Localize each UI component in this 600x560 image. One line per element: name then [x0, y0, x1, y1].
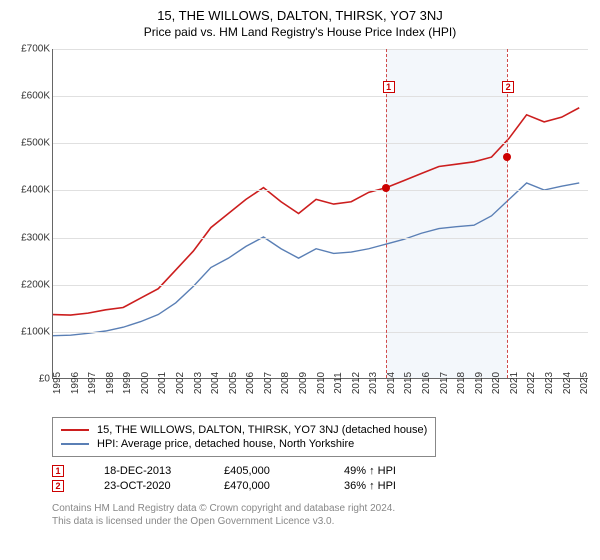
chart-container: 15, THE WILLOWS, DALTON, THIRSK, YO7 3NJ…	[0, 0, 600, 560]
x-tick-label: 2022	[526, 372, 537, 394]
x-tick-label: 2008	[280, 372, 291, 394]
x-tick-label: 2000	[140, 372, 151, 394]
x-tick-label: 2016	[421, 372, 432, 394]
x-tick-label: 2015	[403, 372, 414, 394]
legend-text: 15, THE WILLOWS, DALTON, THIRSK, YO7 3NJ…	[97, 424, 427, 436]
x-axis: 1995199619971998199920002001200220032004…	[52, 381, 588, 421]
x-tick-label: 2017	[439, 372, 450, 394]
y-tick-label: £400K	[21, 185, 50, 196]
series-hpi	[53, 183, 579, 336]
x-tick-label: 2004	[210, 372, 221, 394]
footer-line1: Contains HM Land Registry data © Crown c…	[52, 502, 588, 515]
x-tick-label: 2020	[491, 372, 502, 394]
x-tick-label: 2006	[245, 372, 256, 394]
x-tick-label: 1995	[52, 372, 63, 394]
x-tick-label: 2014	[386, 372, 397, 394]
transaction-marker: 1	[52, 465, 64, 477]
transaction-price: £405,000	[224, 465, 304, 477]
x-tick-label: 2001	[157, 372, 168, 394]
x-tick-label: 2019	[474, 372, 485, 394]
legend-row: HPI: Average price, detached house, Nort…	[61, 438, 427, 450]
chart-dot	[382, 184, 390, 192]
y-tick-label: £200K	[21, 279, 50, 290]
gridline	[53, 190, 588, 191]
x-tick-label: 2013	[368, 372, 379, 394]
legend-box: 15, THE WILLOWS, DALTON, THIRSK, YO7 3NJ…	[52, 417, 436, 457]
region-dash	[507, 49, 508, 378]
line-svg	[53, 49, 588, 378]
x-tick-label: 2024	[562, 372, 573, 394]
x-tick-label: 2005	[228, 372, 239, 394]
transaction-pct: 36% ↑ HPI	[344, 480, 424, 492]
chart-area: £0£100K£200K£300K£400K£500K£600K£700K 12…	[12, 49, 588, 409]
x-tick-label: 2002	[175, 372, 186, 394]
gridline	[53, 49, 588, 50]
y-tick-label: £300K	[21, 232, 50, 243]
region-dash	[386, 49, 387, 378]
transaction-table: 1 18-DEC-2013 £405,000 49% ↑ HPI 2 23-OCT-202…	[52, 465, 588, 492]
legend-row: 15, THE WILLOWS, DALTON, THIRSK, YO7 3NJ…	[61, 424, 427, 436]
y-tick-label: £700K	[21, 44, 50, 55]
gridline	[53, 332, 588, 333]
x-tick-label: 2011	[333, 372, 344, 394]
chart-dot	[503, 153, 511, 161]
y-axis: £0£100K£200K£300K£400K£500K£600K£700K	[12, 49, 52, 379]
x-tick-label: 2010	[316, 372, 327, 394]
legend-swatch	[61, 443, 89, 445]
transaction-date: 23-OCT-2020	[104, 480, 184, 492]
gridline	[53, 96, 588, 97]
legend-swatch	[61, 429, 89, 431]
title-subtitle: Price paid vs. HM Land Registry's House …	[12, 25, 588, 39]
transaction-date: 18-DEC-2013	[104, 465, 184, 477]
x-tick-label: 2009	[298, 372, 309, 394]
x-tick-label: 1998	[105, 372, 116, 394]
transaction-row: 1 18-DEC-2013 £405,000 49% ↑ HPI	[52, 465, 588, 477]
x-tick-label: 1999	[122, 372, 133, 394]
y-tick-label: £0	[39, 374, 50, 385]
x-tick-label: 2007	[263, 372, 274, 394]
plot-area: 12	[52, 49, 588, 379]
x-tick-label: 1997	[87, 372, 98, 394]
x-tick-label: 1996	[70, 372, 81, 394]
x-tick-label: 2018	[456, 372, 467, 394]
chart-marker: 2	[502, 81, 514, 93]
x-tick-label: 2023	[544, 372, 555, 394]
y-tick-label: £500K	[21, 138, 50, 149]
transaction-price: £470,000	[224, 480, 304, 492]
title-address: 15, THE WILLOWS, DALTON, THIRSK, YO7 3NJ	[12, 8, 588, 23]
x-tick-label: 2025	[579, 372, 590, 394]
legend-text: HPI: Average price, detached house, Nort…	[97, 438, 354, 450]
footer-line2: This data is licensed under the Open Gov…	[52, 515, 588, 528]
x-tick-label: 2003	[193, 372, 204, 394]
footer-attribution: Contains HM Land Registry data © Crown c…	[52, 502, 588, 528]
gridline	[53, 238, 588, 239]
y-tick-label: £600K	[21, 91, 50, 102]
gridline	[53, 285, 588, 286]
transaction-marker: 2	[52, 480, 64, 492]
x-tick-label: 2012	[351, 372, 362, 394]
y-tick-label: £100K	[21, 326, 50, 337]
x-tick-label: 2021	[509, 372, 520, 394]
gridline	[53, 143, 588, 144]
transaction-row: 2 23-OCT-2020 £470,000 36% ↑ HPI	[52, 480, 588, 492]
chart-marker: 1	[383, 81, 395, 93]
transaction-pct: 49% ↑ HPI	[344, 465, 424, 477]
